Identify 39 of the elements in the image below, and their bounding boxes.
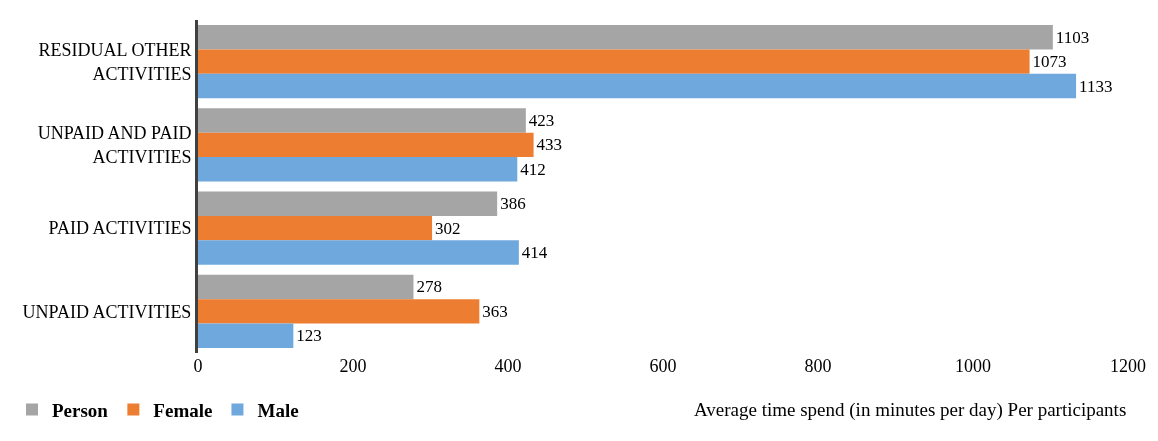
bar (198, 240, 519, 265)
bar (198, 73, 1077, 99)
x-tick-label: 0 (193, 356, 203, 376)
data-label: 278 (416, 277, 442, 297)
data-label: 386 (500, 194, 526, 214)
bar (198, 132, 534, 158)
bar (198, 215, 433, 241)
x-tick-label: 1200 (1110, 356, 1146, 376)
x-tick-label: 200 (339, 356, 367, 376)
data-label: 1133 (1079, 76, 1113, 96)
y-tick-label: UNPAID ACTIVITIES (22, 301, 192, 322)
bar (198, 49, 1030, 74)
bar (198, 24, 1053, 50)
data-label: 302 (435, 218, 461, 238)
legend-label: Person (52, 399, 109, 421)
x-tick-label: 400 (494, 356, 522, 376)
legend-label: Female (153, 399, 213, 421)
bar (198, 299, 480, 324)
y-tick-label: PAID ACTIVITIES (48, 218, 192, 239)
bar (198, 274, 414, 300)
bar (198, 191, 498, 216)
y-tick-label: RESIDUAL OTHER ACTIVITIES (38, 40, 192, 84)
x-tick-label: 600 (649, 356, 677, 376)
x-tick-label: 800 (804, 356, 832, 376)
bar (198, 108, 526, 133)
x-axis-title: Average time spend (in minutes per day) Per participants (694, 399, 1127, 421)
data-label: 123 (296, 326, 322, 346)
bar (198, 323, 294, 349)
bar (198, 157, 518, 182)
data-label: 423 (528, 110, 555, 130)
data-label: 414 (521, 243, 548, 263)
y-tick-label: UNPAID AND PAID ACTIVITIES (37, 123, 192, 167)
data-label: 412 (520, 159, 546, 179)
x-tick-label: 1000 (955, 356, 991, 376)
data-label: 1073 (1032, 52, 1067, 72)
data-label: 433 (536, 135, 563, 155)
legend-label: Male (257, 399, 299, 421)
data-label: 363 (482, 301, 508, 321)
data-label: 1103 (1055, 27, 1090, 47)
